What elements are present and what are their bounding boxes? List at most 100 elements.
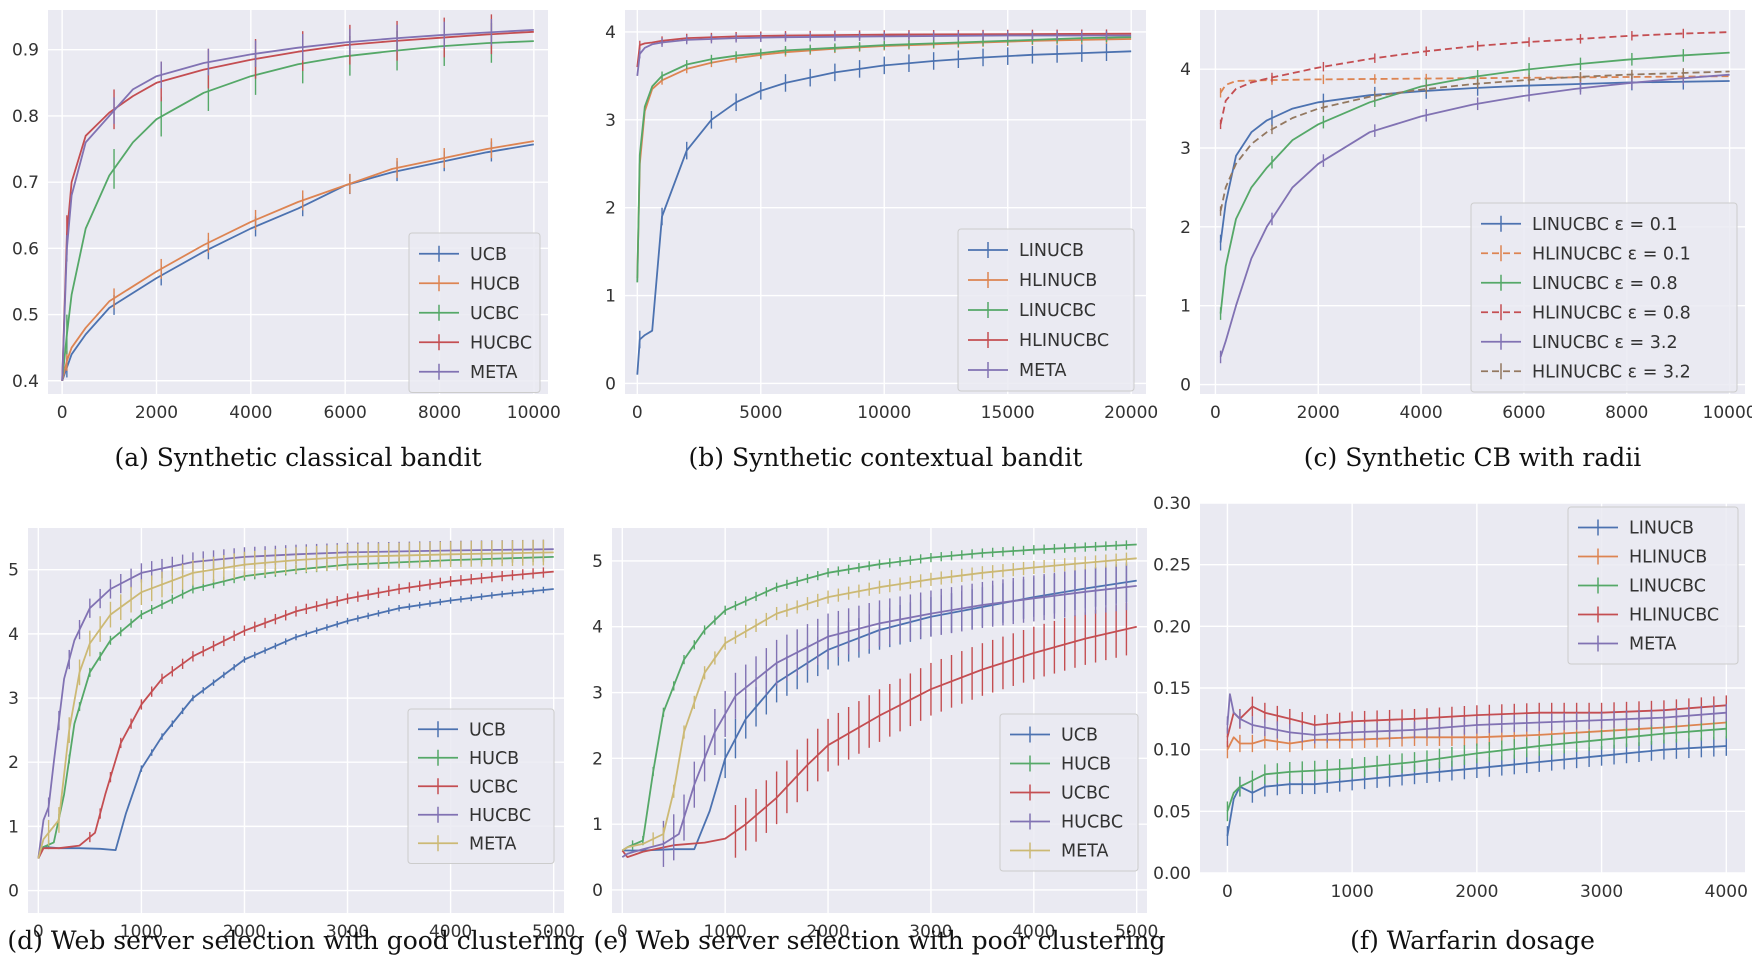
plot-series-layer	[636, 29, 1132, 375]
y-tick-label: 0	[592, 881, 603, 901]
y-tick-label: 4	[8, 625, 19, 645]
legend-label: HLINUCBC ε = 0.1	[1532, 244, 1691, 264]
y-tick-label: 2	[1180, 218, 1191, 238]
legend-label: HLINUCBC ε = 0.8	[1532, 303, 1691, 323]
series-line	[61, 143, 534, 382]
x-tick-label: 3000	[1580, 882, 1623, 902]
y-tick-label: 1	[1180, 297, 1191, 317]
x-tick-label: 2000	[806, 922, 849, 942]
y-tick-label: 0	[605, 374, 616, 394]
legend-label: UCB	[469, 720, 506, 740]
plot-series-layer	[37, 539, 554, 859]
series-line	[61, 140, 534, 382]
x-tick-label: 0	[1222, 882, 1233, 902]
y-tick-label: 0	[8, 882, 19, 902]
y-tick-label: 0.4	[12, 372, 39, 392]
x-tick-label: 0	[33, 922, 44, 942]
legend-label: META	[1629, 635, 1676, 655]
series-linucbc	[1226, 718, 1727, 822]
legend-label: HLINUCBC	[1019, 331, 1109, 351]
y-tick-label: 1	[8, 817, 19, 837]
y-tick-label: 2	[8, 753, 19, 773]
x-tick-label: 8000	[1605, 403, 1648, 423]
x-tick-label: 3000	[909, 922, 952, 942]
y-tick-label: 3	[1180, 139, 1191, 159]
y-tick-label: 2	[592, 749, 603, 769]
y-tick-label: 4	[592, 618, 603, 638]
y-tick-label: 0.5	[12, 306, 39, 326]
series-meta	[636, 31, 1132, 77]
x-tick-label: 8000	[418, 403, 461, 423]
legend-label: HUCBC	[470, 333, 532, 353]
y-tick-label: 0.30	[1153, 494, 1191, 514]
legend-label: UCBC	[469, 777, 518, 797]
y-tick-label: 3	[605, 111, 616, 131]
legend-label: META	[469, 834, 516, 854]
chart-panel-5: 0 1000 2000 3000 4000 5000 0 1 2 3 4 5 UCB HUCB UCBC HU…	[592, 528, 1165, 955]
series-meta	[621, 552, 1137, 852]
legend: LINUCB HLINUCB LINUCBC HLINUCBC META	[1567, 506, 1739, 665]
x-tick-label: 0	[57, 403, 68, 423]
y-tick-label: 0.7	[12, 173, 39, 193]
y-tick-label: 0.00	[1153, 864, 1191, 884]
chart-panel-4: 0 1000 2000 3000 4000 5000 0 1 2 3 4 5 UCB HUCB UCBC HU…	[7, 528, 585, 955]
x-tick-label: 2000	[135, 403, 178, 423]
legend-label: LINUCBC	[1019, 301, 1096, 321]
y-tick-label: 3	[592, 684, 603, 704]
x-tick-label: 0	[632, 403, 643, 423]
chart-panel-1: 0 2000 4000 6000 8000 10000 0.4 0.5 0.6 0.7 0.8 0.9…	[12, 10, 561, 472]
legend-label: LINUCBC	[1629, 577, 1706, 597]
x-tick-label: 6000	[324, 403, 367, 423]
series-linucbc	[636, 33, 1132, 283]
chart-title: (f) Warfarin dosage	[1350, 926, 1595, 955]
y-tick-label: 3	[8, 689, 19, 709]
series-hucbc	[621, 564, 1137, 867]
series-meta	[1226, 693, 1727, 744]
legend-label: UCBC	[470, 304, 519, 324]
plot-series-layer	[61, 14, 534, 382]
series-line	[1219, 51, 1730, 314]
legend-label: HUCB	[1061, 755, 1111, 775]
legend-box	[957, 228, 1135, 392]
x-tick-label: 10000	[507, 403, 561, 423]
series-meta	[61, 19, 534, 381]
legend-label: LINUCBC ε = 3.2	[1532, 333, 1678, 353]
legend-label: HLINUCBC	[1629, 606, 1719, 626]
x-tick-label: 2000	[223, 922, 266, 942]
legend-label: META	[1019, 361, 1066, 381]
y-tick-label: 0.25	[1153, 556, 1191, 576]
legend-box	[408, 232, 541, 393]
legend-label: UCBC	[1061, 784, 1110, 804]
series-line	[1219, 80, 1730, 243]
chart-title: (b) Synthetic contextual bandit	[689, 443, 1083, 472]
series-line	[1226, 704, 1727, 738]
plot-series-layer	[1219, 28, 1730, 364]
x-tick-label: 20000	[1104, 403, 1158, 423]
chart-title: (a) Synthetic classical bandit	[114, 443, 481, 472]
legend-label: META	[1061, 842, 1108, 862]
series-line	[1226, 727, 1727, 812]
series-line	[1219, 31, 1730, 125]
legend-box	[999, 713, 1139, 872]
series-hucb	[621, 540, 1137, 852]
legend: LINUCB HLINUCB LINUCBC HLINUCBC META	[957, 228, 1135, 392]
legend-label: HLINUCB	[1629, 548, 1707, 568]
y-tick-label: 0.6	[12, 239, 39, 259]
x-tick-label: 1000	[1331, 882, 1374, 902]
y-tick-label: 0	[1180, 376, 1191, 396]
legend-label: HLINUCB	[1019, 271, 1097, 291]
legend-label: LINUCBC ε = 0.8	[1532, 274, 1678, 294]
x-tick-label: 15000	[981, 403, 1035, 423]
y-tick-label: 1	[592, 815, 603, 835]
series-hucb	[61, 138, 534, 382]
series-line	[1226, 721, 1727, 751]
y-tick-label: 2	[605, 199, 616, 219]
series-ucbc	[621, 602, 1137, 858]
x-tick-label: 2000	[1297, 403, 1340, 423]
y-tick-label: 5	[8, 561, 19, 581]
y-tick-label: 0.20	[1153, 617, 1191, 637]
series-line	[61, 29, 534, 381]
series-line	[1226, 745, 1727, 837]
series-line	[1219, 75, 1730, 94]
